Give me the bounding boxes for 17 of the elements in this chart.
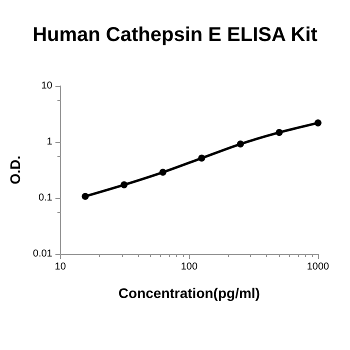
chart-title: Human Cathepsin E ELISA Kit xyxy=(32,24,318,46)
y-tick-label: 0.1 xyxy=(38,192,53,204)
point xyxy=(82,192,89,200)
point xyxy=(159,168,166,176)
x-axis-title: Concentration(pg/ml) xyxy=(118,285,260,301)
y-tick-label: 1 xyxy=(46,136,53,148)
x-tick-label: 100 xyxy=(180,262,198,272)
point xyxy=(276,128,283,136)
y-axis-title: O.D. xyxy=(7,156,23,184)
y-tick-label: 0.01 xyxy=(32,248,53,260)
point xyxy=(236,140,244,148)
point xyxy=(198,154,206,162)
point xyxy=(120,181,128,188)
y-tick-label: 10 xyxy=(41,80,53,92)
x-tick-label: 10 xyxy=(54,262,66,272)
x-tick-label: 1000 xyxy=(306,262,330,272)
point xyxy=(314,119,322,126)
